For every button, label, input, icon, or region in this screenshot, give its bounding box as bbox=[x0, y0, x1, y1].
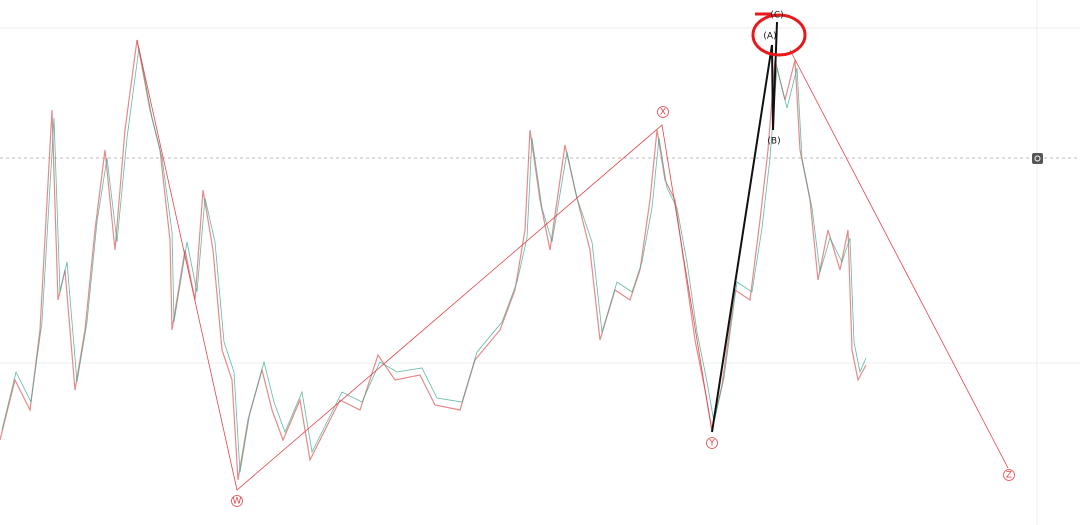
wave-marker bbox=[1003, 469, 1015, 481]
crosshair-icon-glyph bbox=[1034, 155, 1041, 162]
wave-line bbox=[136, 39, 713, 491]
subwave-label: (B) bbox=[767, 137, 780, 147]
highlight-circle bbox=[751, 13, 807, 57]
wave-marker bbox=[231, 495, 243, 507]
price-series-alt bbox=[1, 47, 867, 473]
wave-marker bbox=[657, 106, 669, 118]
wave-label: W bbox=[233, 497, 242, 507]
subwave-label: (C) bbox=[770, 11, 783, 21]
wave-marker bbox=[706, 437, 718, 449]
wave-line bbox=[789, 49, 1009, 469]
wave-label: X bbox=[660, 108, 666, 118]
wave-label: Y bbox=[708, 439, 715, 449]
crosshair-icon[interactable] bbox=[1032, 153, 1043, 164]
wave-line-black bbox=[711, 21, 778, 433]
wave-label: Z bbox=[1006, 471, 1012, 481]
subwave-label: (A) bbox=[763, 32, 776, 42]
